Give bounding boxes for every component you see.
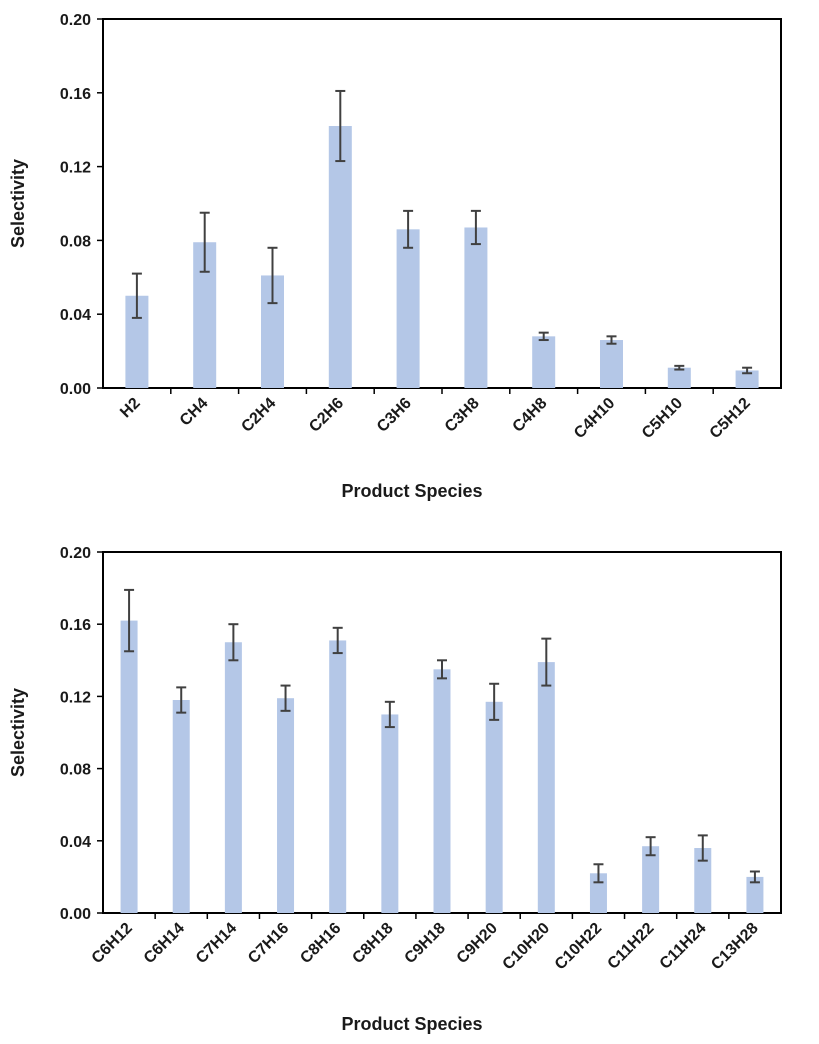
bar-c4h10	[600, 340, 623, 388]
bar-c5h12	[735, 370, 759, 388]
bar-c8h18	[381, 714, 399, 913]
bar-c3h6	[396, 229, 420, 388]
error-bar-c8h18	[384, 700, 395, 729]
x-axis-title: Product Species	[341, 1014, 482, 1034]
x-tick-label: C7H16	[245, 920, 292, 967]
bar-c6h12	[120, 620, 138, 913]
x-tick-label: C3H6	[374, 395, 415, 436]
bar-c8h16	[329, 640, 347, 913]
x-tick-label: C10H22	[552, 920, 606, 974]
error-bar-c10h22	[593, 863, 604, 884]
bar-c10h20	[537, 662, 555, 913]
bar-c11h22	[642, 846, 660, 913]
x-tick-label: C6H12	[89, 920, 136, 967]
bar-c2h4	[261, 275, 284, 388]
x-tick-label: C13H28	[708, 920, 762, 974]
error-bar-c3h8	[470, 209, 481, 246]
error-bar-c2h4	[267, 246, 278, 305]
error-bar-ch4	[199, 211, 210, 273]
y-tick-label: 0.12	[60, 689, 91, 706]
error-bar-c11h24	[697, 834, 708, 862]
y-tick-label: 0.16	[60, 617, 91, 634]
y-tick-label: 0.04	[60, 307, 91, 324]
error-bar-c6h12	[124, 588, 135, 653]
y-tick-label: 0.00	[60, 381, 91, 398]
bar-c7h14	[224, 642, 242, 913]
x-tick-label: C8H16	[297, 920, 344, 967]
x-tick-label: C5H12	[707, 395, 754, 442]
error-bar-c2h6	[335, 89, 346, 163]
bar-c4h8	[532, 336, 556, 388]
error-bar-c11h22	[645, 836, 656, 857]
y-tick-label: 0.20	[60, 545, 91, 562]
x-tick-label: C2H6	[306, 395, 347, 436]
bar-c9h18	[433, 669, 451, 913]
error-bar-c9h20	[489, 682, 500, 721]
y-axis-title: Selectivity	[8, 688, 28, 777]
bar-c2h6	[328, 126, 352, 388]
error-bar-c3h6	[403, 209, 414, 249]
x-tick-label: C5H10	[639, 395, 686, 442]
x-tick-label: H2	[117, 395, 144, 422]
x-tick-label: C7H14	[193, 920, 240, 967]
error-bar-c4h8	[538, 331, 549, 342]
x-tick-label: C8H18	[349, 920, 396, 967]
x-tick-label: C2H4	[238, 395, 279, 436]
x-tick-label: CH4	[177, 395, 212, 430]
y-tick-label: 0.08	[60, 762, 91, 779]
bar-c3h8	[464, 227, 488, 388]
x-tick-label: C4H8	[510, 395, 551, 436]
bar-c6h14	[172, 700, 190, 913]
bar-ch4	[193, 242, 217, 388]
x-tick-label: C10H20	[500, 920, 554, 974]
error-bar-c5h12	[742, 366, 753, 375]
x-tick-label: C11H24	[657, 920, 710, 973]
y-axis-title: Selectivity	[8, 159, 28, 248]
x-tick-label: C4H10	[571, 395, 618, 442]
error-bar-h2	[131, 272, 142, 319]
y-tick-label: 0.00	[60, 906, 91, 923]
bar-c5h10	[667, 367, 691, 388]
y-tick-label: 0.08	[60, 233, 91, 250]
error-bar-c5h10	[674, 364, 685, 371]
error-bar-c10h20	[541, 637, 552, 687]
chart-1: 0.00 0.04 0.08 0.12 0.16 0.20 H2 CH4 C2H4 C2H6 C3H…	[8, 12, 782, 501]
error-bar-c6h14	[176, 686, 187, 714]
y-tick-label: 0.16	[60, 86, 91, 103]
y-tick-label: 0.20	[60, 12, 91, 29]
bar-c7h16	[277, 698, 295, 913]
bar-c9h20	[485, 701, 503, 913]
error-bar-c7h16	[280, 684, 291, 712]
x-tick-label: C6H14	[141, 920, 188, 967]
bar-c13h28	[746, 876, 764, 913]
error-bar-c8h16	[332, 626, 343, 655]
x-tick-label: C3H8	[442, 395, 483, 436]
x-tick-label: C9H18	[402, 920, 449, 967]
y-tick-label: 0.12	[60, 160, 91, 177]
y-tick-label: 0.04	[60, 834, 91, 851]
error-bar-c9h18	[437, 659, 447, 680]
bar-c11h24	[694, 848, 712, 913]
error-bar-c4h10	[606, 335, 617, 345]
error-bar-c13h28	[749, 870, 760, 884]
x-tick-label: C9H20	[454, 920, 501, 967]
x-axis-title: Product Species	[341, 481, 482, 501]
bar-h2	[125, 295, 149, 388]
error-bar-c7h14	[228, 623, 239, 662]
x-tick-label: C11H22	[605, 920, 658, 973]
